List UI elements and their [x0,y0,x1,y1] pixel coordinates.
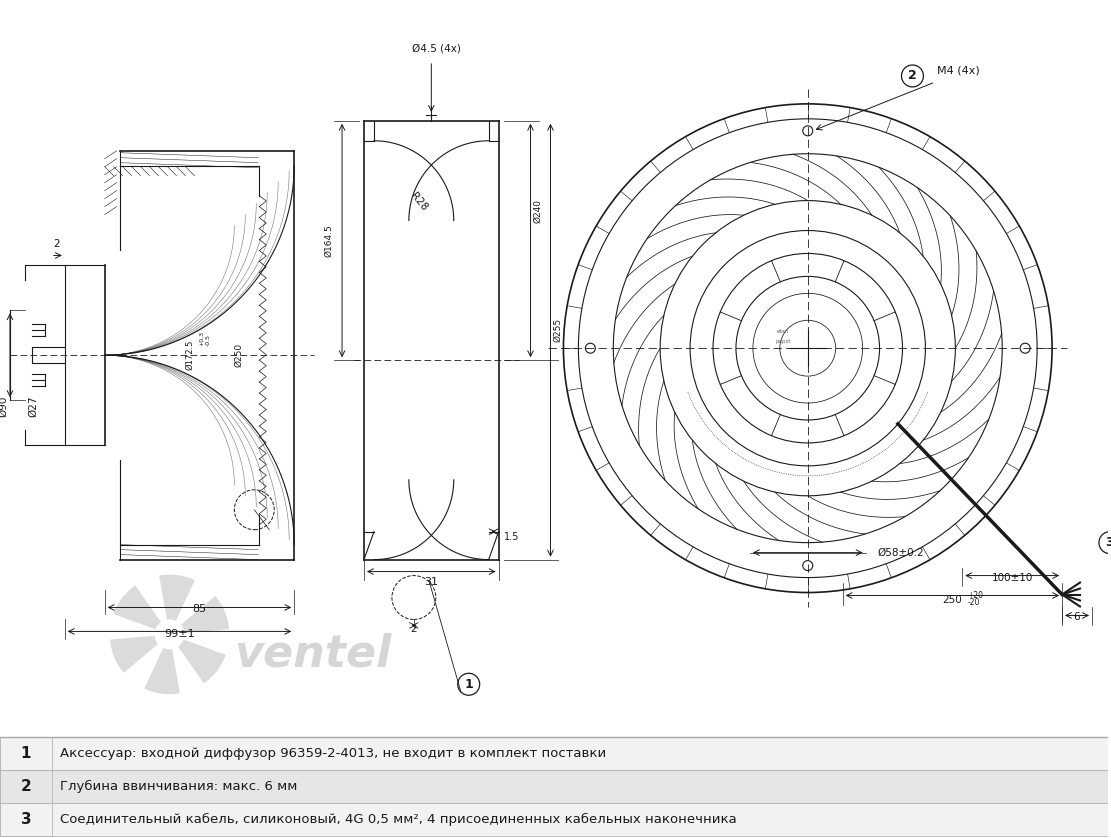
Text: 6: 6 [1073,613,1080,623]
Text: 100±10: 100±10 [991,572,1033,582]
Bar [0,770,52,803]
Text: M4 (4x): M4 (4x) [938,66,980,76]
Text: papst: papst [775,339,791,344]
Text: 1.5: 1.5 [503,531,519,541]
Text: Ø27: Ø27 [28,396,38,417]
Text: ebm: ebm [777,329,789,334]
Text: Ø164.5: Ø164.5 [324,224,333,257]
Text: Аксессуар: входной диффузор 96359-2-4013, не входит в комплект поставки: Аксессуар: входной диффузор 96359-2-4013… [60,747,607,760]
Text: ventel: ventel [234,633,392,675]
Text: Ø255: Ø255 [553,318,562,342]
Text: 1: 1 [464,678,473,691]
Text: 2: 2 [908,70,917,82]
Text: 2: 2 [53,240,60,250]
Text: Ø58±0.2: Ø58±0.2 [878,547,924,557]
Text: Ø90: Ø90 [0,396,8,417]
Wedge shape [159,575,194,621]
Text: 1: 1 [21,746,31,761]
Text: Соединительный кабель, силиконовый, 4G 0,5 мм², 4 присоединенных кабельных након: Соединительный кабель, силиконовый, 4G 0… [60,813,737,826]
Bar [0,770,1108,803]
Text: Ø240: Ø240 [533,199,542,223]
Bar [0,803,52,835]
Text: Ø250: Ø250 [234,343,243,367]
Text: 2: 2 [411,624,417,634]
Wedge shape [178,639,226,684]
Bar [0,803,1108,835]
Bar [0,737,52,770]
Text: Глубина ввинчивания: макс. 6 мм: Глубина ввинчивания: макс. 6 мм [60,780,298,793]
Text: 85: 85 [192,604,207,614]
Text: Ø172.5: Ø172.5 [184,340,194,370]
Bar [0,737,1108,770]
Text: 99±1: 99±1 [164,629,194,639]
Text: +20: +20 [968,591,983,599]
Text: R28: R28 [409,190,429,213]
Wedge shape [181,596,229,633]
Text: 31: 31 [424,577,439,587]
Wedge shape [113,586,161,629]
Wedge shape [144,648,180,694]
Text: 2: 2 [20,779,31,794]
Text: -20: -20 [968,598,980,608]
Text: +0.3
-0.5: +0.3 -0.5 [200,331,210,346]
Text: 3: 3 [21,812,31,827]
Wedge shape [110,636,158,673]
Text: 250: 250 [942,596,962,606]
Text: 3: 3 [1105,536,1111,549]
Text: Ø4.5 (4x): Ø4.5 (4x) [412,43,461,53]
